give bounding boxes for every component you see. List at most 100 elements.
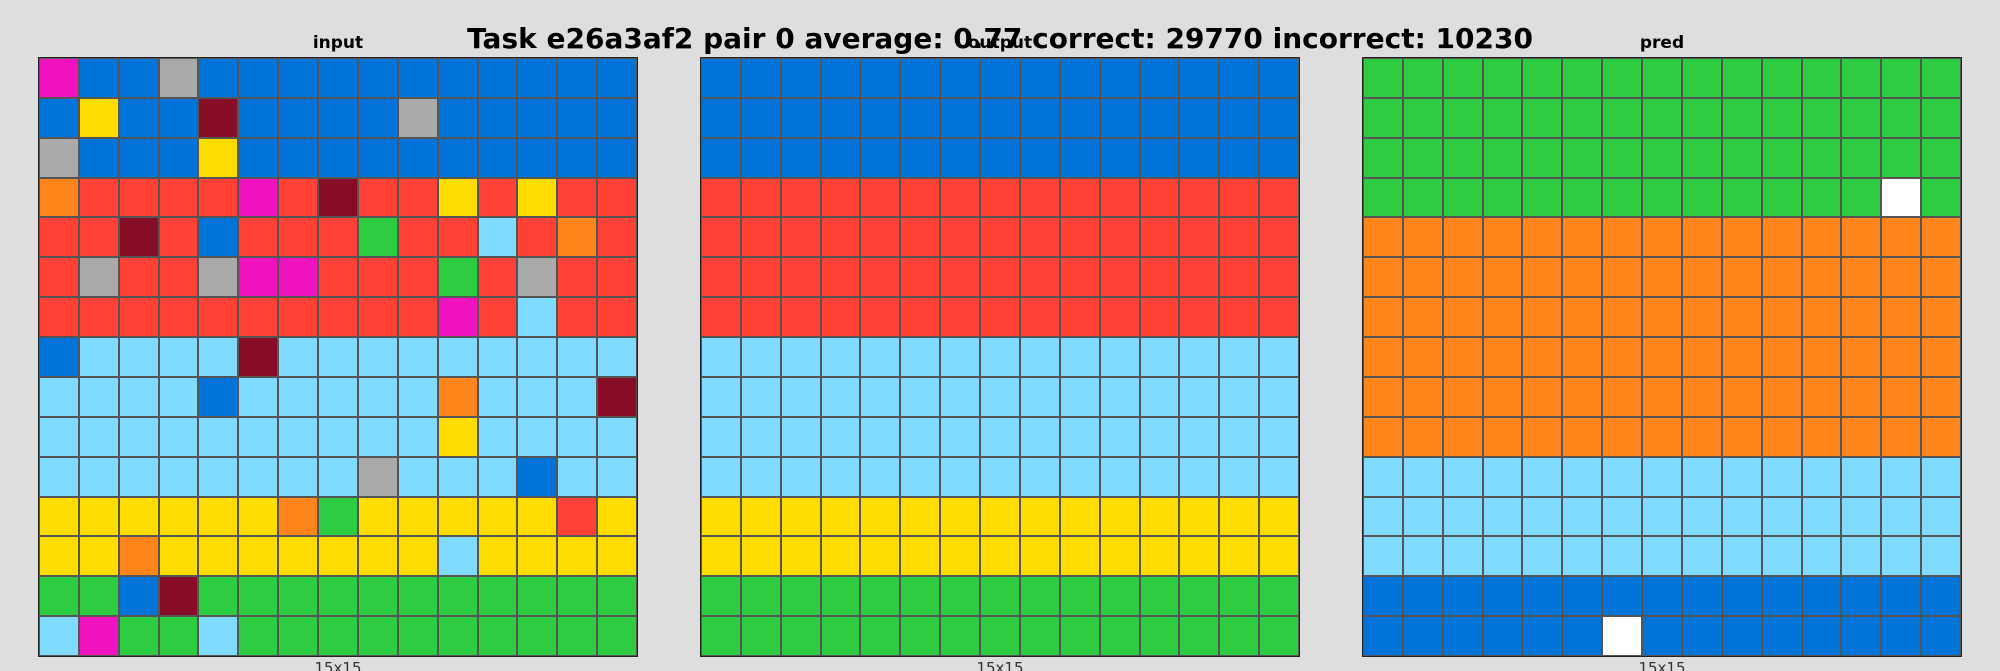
grid-cell [1363,616,1403,656]
grid-cell [1363,496,1403,537]
grid-cell [1921,97,1961,138]
grid-cell [1522,496,1563,537]
grid-cell [238,536,279,577]
grid-cell [900,137,941,178]
grid-cell [1059,496,1100,537]
grid-cell [517,576,558,617]
grid-cell [118,456,159,497]
grid-cell [1482,616,1523,656]
grid-cell [517,58,558,98]
grid-cell [39,177,79,218]
grid-cell [1761,416,1802,457]
grid-cell [740,217,781,258]
grid-cell [940,337,981,377]
grid-cell [780,376,821,417]
grid-cell [1721,217,1762,258]
grid-cell [740,576,781,617]
grid-cell [1363,297,1403,338]
grid-cell [1602,616,1643,656]
grid-cell [198,177,239,218]
grid-cell [238,257,279,298]
grid-cell [900,456,941,497]
grid-cell [1841,616,1882,656]
grid-cell [701,177,741,218]
grid-cell [820,496,861,537]
grid-cell [1099,137,1140,178]
grid-cell [1721,616,1762,656]
grid-cell [1442,58,1483,98]
grid-cell [397,456,438,497]
grid-cell [1179,58,1220,98]
grid-cell [238,137,279,178]
grid-cell [477,58,518,98]
grid-cell [1801,297,1842,338]
grid-cell [1402,376,1443,417]
grid-cell [1642,496,1682,537]
grid-cell [278,137,319,178]
grid-cell [437,177,478,218]
grid-cell [1259,496,1299,537]
grid-cell [1841,496,1882,537]
grid-cell [1179,376,1220,417]
grid-cell [357,376,398,417]
grid-cell [1801,58,1842,98]
grid-cell [1562,416,1603,457]
grid-cell [1721,337,1762,377]
grid-cell [118,217,159,258]
grid-cell [198,217,239,258]
grid-cell [1602,376,1643,417]
grid-cell [557,536,598,577]
grid-cell [1801,217,1842,258]
grid-cell [940,58,981,98]
grid-cell [860,297,901,338]
grid-cell [1562,177,1603,218]
grid-cell [1019,496,1060,537]
grid-cell [1099,496,1140,537]
grid-cell [1099,337,1140,377]
grid-cell [1019,257,1060,298]
grid-cell [1761,536,1802,577]
grid-cell [1761,456,1802,497]
grid-cell [278,257,319,298]
grid-cell [900,177,941,218]
grid-cell [1482,576,1523,617]
grid-cell [278,456,319,497]
grid-cell [1881,58,1922,98]
grid-cell [597,137,637,178]
grid-cell [1562,257,1603,298]
grid-cell [1482,416,1523,457]
grid-cell [198,416,239,457]
grid-cell [1059,536,1100,577]
grid-cell [517,137,558,178]
grid-cell [1562,496,1603,537]
grid-cell [1259,58,1299,98]
grid-cell [740,496,781,537]
grid-cell [1602,576,1643,617]
grid-cell [1059,97,1100,138]
grid-cell [860,376,901,417]
grid-cell [820,416,861,457]
grid-cell [1139,496,1180,537]
grid-cell [940,496,981,537]
grid-cell [158,376,199,417]
grid-cell [357,97,398,138]
grid-cell [1602,297,1643,338]
grid-cell [1259,456,1299,497]
grid-cell [1482,217,1523,258]
grid-cell [597,97,637,138]
grid-cell [701,376,741,417]
grid-cell [1019,416,1060,457]
grid-cell [238,416,279,457]
grid-cell [1841,297,1882,338]
grid-cell [1881,536,1922,577]
grid-cell [1219,217,1260,258]
grid-cell [1059,297,1100,338]
grid-cell [740,257,781,298]
grid-cell [980,416,1020,457]
grid-cell [1219,297,1260,338]
grid-cell [278,297,319,338]
grid-cell [78,217,119,258]
grid-cell [1602,257,1643,298]
grid-cell [597,257,637,298]
grid-cell [1402,536,1443,577]
